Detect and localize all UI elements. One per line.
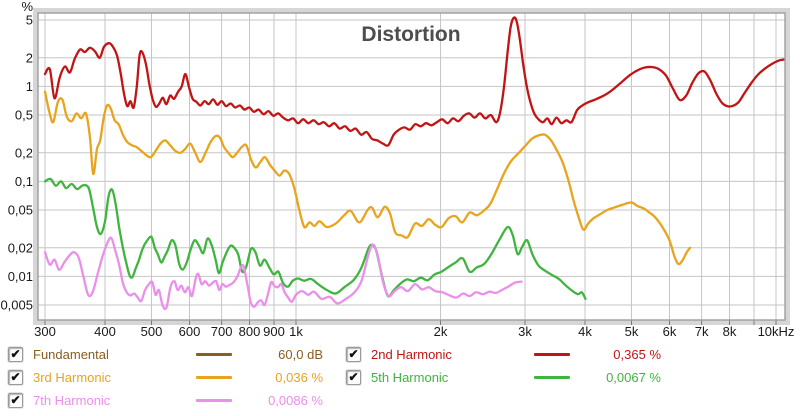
legend-checkbox-5th-harmonic[interactable]: ✔ [346, 370, 361, 385]
x-tick-label: 700 [211, 324, 233, 339]
y-tick-label: 0,1 [15, 174, 33, 189]
checkmark-icon: ✔ [10, 392, 21, 407]
legend-checkbox-7th-harmonic[interactable]: ✔ [8, 393, 23, 408]
x-tick-label: 1k [289, 324, 303, 339]
legend-item-7th-harmonic: ✔ 7th Harmonic 0,0086 % [8, 389, 346, 412]
y-axis-unit-label: % [21, 0, 33, 14]
legend-label-5th-harmonic: 5th Harmonic [371, 370, 449, 385]
legend-checkbox-3rd-harmonic[interactable]: ✔ [8, 370, 23, 385]
chart-title: Distortion [361, 23, 460, 46]
x-tick-label: 8k [723, 324, 737, 339]
legend-value-3rd-harmonic: 0,036 % [275, 370, 323, 385]
x-tick-label: 800 [239, 324, 261, 339]
plot-border [37, 12, 786, 321]
x-tick-label: 900 [263, 324, 285, 339]
y-tick-label: 0,2 [15, 145, 33, 160]
checkmark-icon: ✔ [10, 346, 21, 361]
legend-item-3rd-harmonic: ✔ 3rd Harmonic 0,036 % [8, 366, 346, 389]
checkmark-icon: ✔ [10, 369, 21, 384]
x-tick-label: 600 [179, 324, 201, 339]
distortion-chart: % 5 2 1 0,5 0,2 0,1 0,05 0,02 0,01 0,005 300 400 500 6… [0, 0, 795, 339]
legend-swatch-7th-harmonic [179, 399, 249, 402]
x-tick-label: 300 [34, 324, 56, 339]
x-tick-label: 2k [434, 324, 448, 339]
legend-item-2nd-harmonic: ✔ 2nd Harmonic 0,365 % [346, 343, 684, 366]
legend-line [534, 376, 570, 379]
x-tick-label: 500 [141, 324, 163, 339]
legend-line [534, 353, 570, 356]
curve-3rd-harmonic [43, 90, 692, 266]
legend-value-2nd-harmonic: 0,365 % [613, 347, 661, 362]
legend-item-fundamental: ✔ Fundamental 60,0 dB [8, 343, 346, 366]
curve-2nd-harmonic [43, 16, 785, 147]
legend-label-fundamental: Fundamental [33, 347, 109, 362]
y-tick-label: 5 [26, 13, 33, 28]
x-tick-label: 3k [518, 324, 532, 339]
legend-line [196, 399, 232, 402]
legend: ✔ Fundamental 60,0 dB ✔ 2nd Harmonic 0,3… [8, 343, 800, 412]
y-tick-label: 0,5 [15, 108, 33, 123]
legend-swatch-fundamental [179, 353, 249, 356]
checkmark-icon: ✔ [348, 346, 359, 361]
legend-value-5th-harmonic: 0,0067 % [606, 370, 661, 385]
plot-background [38, 13, 785, 320]
x-tick-label: 10kHz [758, 324, 795, 339]
legend-value-7th-harmonic: 0,0086 % [268, 393, 323, 408]
legend-value-fundamental: 60,0 dB [278, 347, 323, 362]
x-tick-label: 5k [625, 324, 639, 339]
legend-checkbox-fundamental[interactable]: ✔ [8, 347, 23, 362]
curve-7th-harmonic [43, 236, 523, 311]
checkmark-icon: ✔ [348, 369, 359, 384]
x-tick-label: 6k [663, 324, 677, 339]
y-tick-label: 0,02 [8, 240, 33, 255]
legend-label-7th-harmonic: 7th Harmonic [33, 393, 111, 408]
legend-line [196, 353, 232, 356]
legend-label-2nd-harmonic: 2nd Harmonic [371, 347, 452, 362]
legend-label-3rd-harmonic: 3rd Harmonic [33, 370, 112, 385]
legend-swatch-5th-harmonic [517, 376, 587, 379]
y-tick-label: 0,05 [8, 203, 33, 218]
legend-swatch-2nd-harmonic [517, 353, 587, 356]
y-tick-label: 1 [26, 79, 33, 94]
legend-item-5th-harmonic: ✔ 5th Harmonic 0,0067 % [346, 366, 684, 389]
y-tick-label: 2 [26, 50, 33, 65]
curve-5th-harmonic [43, 177, 587, 301]
y-tick-label: 0,005 [0, 298, 33, 313]
legend-checkbox-2nd-harmonic[interactable]: ✔ [346, 347, 361, 362]
x-tick-label: 7k [695, 324, 709, 339]
x-tick-label: 4k [578, 324, 592, 339]
x-tick-label: 400 [94, 324, 116, 339]
legend-swatch-3rd-harmonic [179, 376, 249, 379]
legend-line [196, 376, 232, 379]
y-tick-label: 0,01 [8, 269, 33, 284]
